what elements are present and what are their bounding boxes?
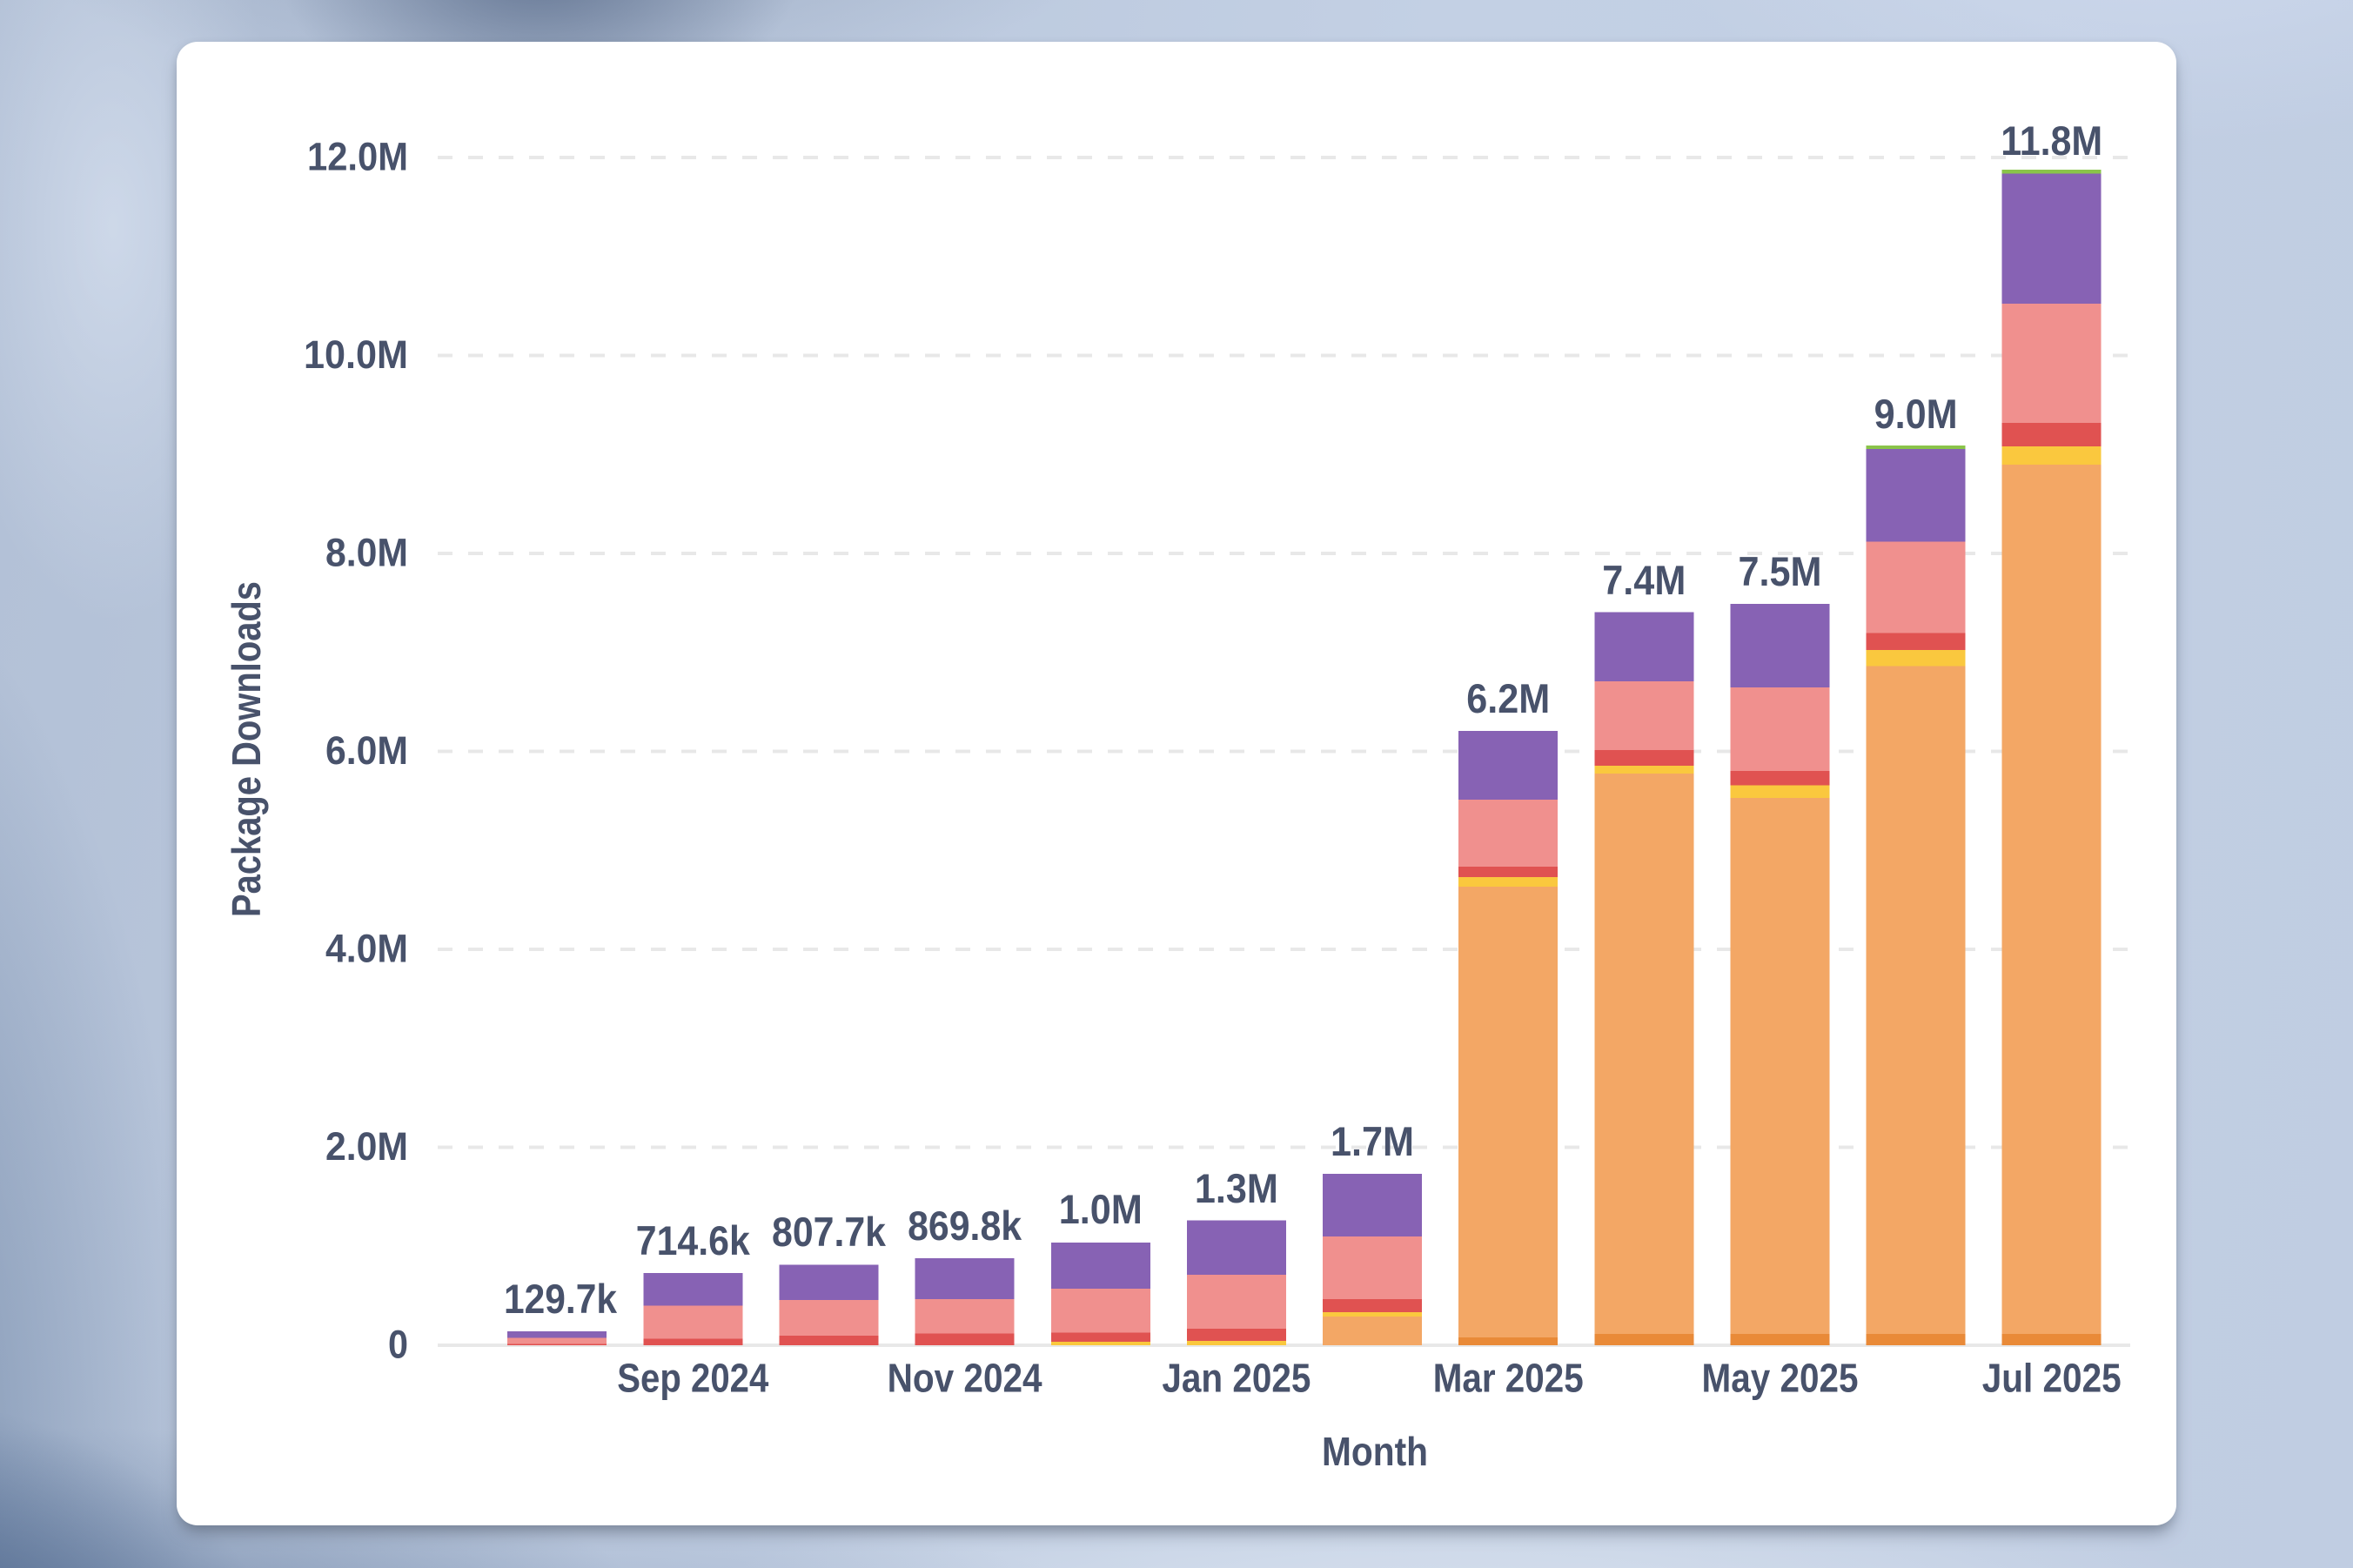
svg-text:10.0M: 10.0M [304,332,408,377]
svg-text:9.0M: 9.0M [1874,391,1958,437]
svg-text:May 2025: May 2025 [1702,1356,1859,1401]
svg-text:Nov 2024: Nov 2024 [888,1356,1042,1401]
svg-text:1.3M: 1.3M [1195,1165,1278,1211]
svg-text:8.0M: 8.0M [325,531,408,575]
svg-text:Mar 2025: Mar 2025 [1433,1356,1584,1401]
svg-text:12.0M: 12.0M [307,135,408,179]
svg-text:Jul 2025: Jul 2025 [1982,1356,2122,1401]
svg-text:Month: Month [1322,1429,1428,1474]
svg-text:807.7k: 807.7k [772,1209,887,1255]
svg-text:2.0M: 2.0M [325,1124,408,1169]
svg-text:1.0M: 1.0M [1059,1186,1143,1232]
svg-text:6.2M: 6.2M [1466,675,1550,721]
svg-text:Jan 2025: Jan 2025 [1162,1356,1311,1401]
svg-text:4.0M: 4.0M [325,927,408,971]
svg-text:Sep 2024: Sep 2024 [617,1356,768,1401]
svg-text:714.6k: 714.6k [636,1217,751,1263]
svg-text:1.7M: 1.7M [1331,1118,1414,1164]
svg-text:0: 0 [388,1323,408,1367]
svg-text:129.7k: 129.7k [504,1276,618,1322]
svg-text:6.0M: 6.0M [325,728,408,773]
svg-text:11.8M: 11.8M [2001,117,2102,164]
svg-text:Package Downloads: Package Downloads [224,581,269,917]
svg-text:869.8k: 869.8k [908,1203,1022,1249]
svg-text:7.4M: 7.4M [1602,557,1686,603]
svg-text:7.5M: 7.5M [1739,548,1822,594]
